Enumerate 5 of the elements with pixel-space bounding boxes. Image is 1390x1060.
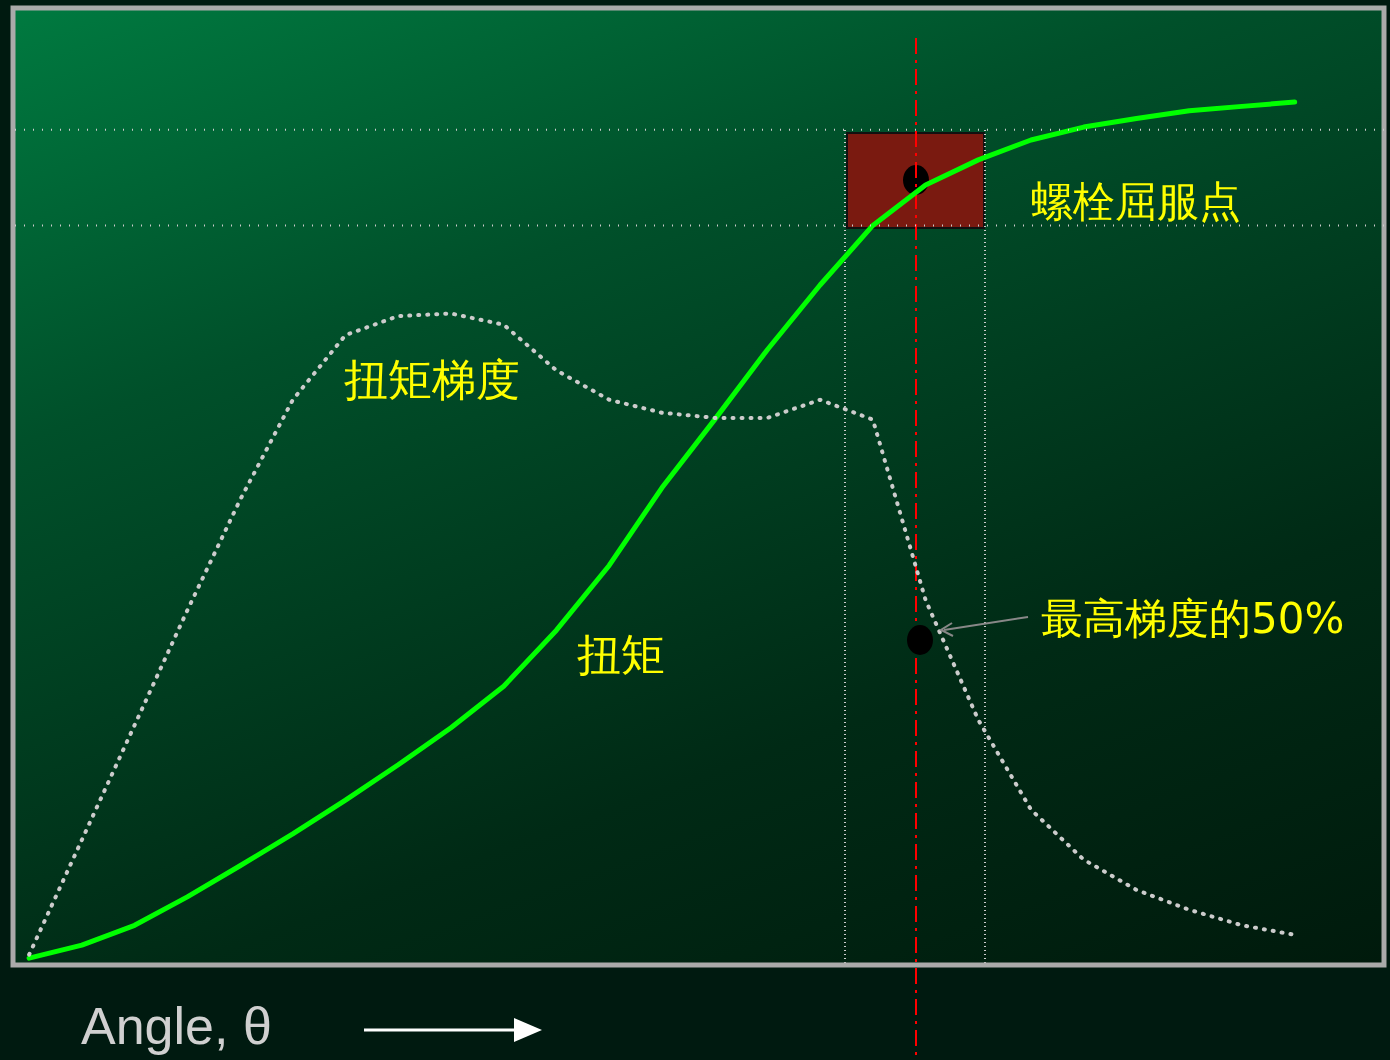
annotation: 螺栓屈服点: [1031, 177, 1241, 226]
series-label: 扭矩梯度: [344, 354, 520, 405]
x-axis-title: Angle, θ: [81, 997, 272, 1055]
annotation: 最高梯度的50%: [1041, 594, 1345, 643]
series-label: 扭矩: [577, 629, 665, 680]
